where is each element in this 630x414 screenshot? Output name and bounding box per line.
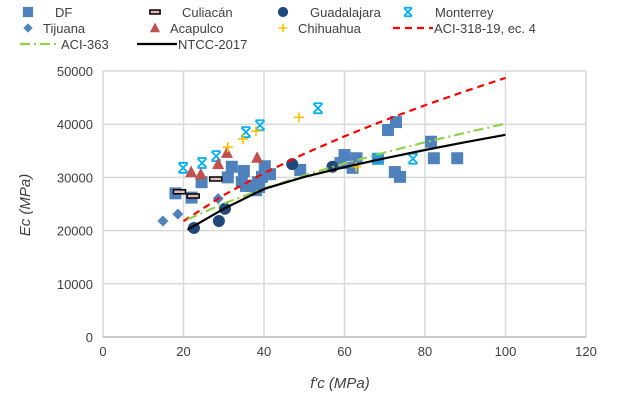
x-tick-label: 20 <box>176 344 190 359</box>
data-point-chihuahua <box>294 112 305 123</box>
series-line-aci-318-19-ec-4 <box>182 76 506 223</box>
data-point-df <box>350 152 363 165</box>
y-tick-label: 30000 <box>57 170 93 185</box>
legend-label: ACI-363 <box>61 37 109 52</box>
data-point-df <box>253 180 266 193</box>
legend-label: Guadalajara <box>310 5 382 20</box>
legend-label: Monterrey <box>435 5 494 20</box>
legend-marker-acapulco <box>149 22 161 33</box>
data-point-monterrey <box>240 126 252 139</box>
legend-label: Chihuahua <box>298 21 362 36</box>
x-tick-label: 0 <box>99 344 106 359</box>
data-point-monterrey <box>196 157 208 169</box>
y-tick-label: 0 <box>86 330 93 345</box>
legend-marker-tijuana <box>23 23 33 33</box>
data-point-chihuahua <box>250 126 261 137</box>
data-point-culiac-n <box>208 176 223 182</box>
x-tick-label: 60 <box>337 344 351 359</box>
legend-marker-culiac-n <box>149 9 161 15</box>
data-point-chihuahua <box>238 134 249 145</box>
data-point-tijuana <box>157 215 169 227</box>
data-point-acapulco <box>251 151 264 163</box>
legend-label: Tijuana <box>43 21 86 36</box>
data-point-acapulco <box>212 157 225 170</box>
legend-marker-monterrey <box>403 6 413 18</box>
legend-marker-df <box>22 6 34 18</box>
data-point-df <box>237 165 250 178</box>
y-tick-label: 40000 <box>57 117 93 132</box>
data-point-monterrey <box>407 152 419 165</box>
data-point-tijuana <box>172 208 184 220</box>
data-point-df <box>425 135 438 148</box>
data-point-acapulco <box>220 146 233 158</box>
x-tick-label: 100 <box>495 344 517 359</box>
data-point-chihuahua <box>222 142 233 153</box>
legend-label: DF <box>55 5 72 20</box>
data-point-monterrey <box>312 102 324 115</box>
y-tick-label: 50000 <box>57 64 93 79</box>
legend-marker-chihuahua <box>278 23 288 33</box>
legend-marker-guadalajara <box>277 6 289 18</box>
data-point-df <box>451 152 464 165</box>
data-point-monterrey <box>177 161 189 174</box>
y-tick-label: 20000 <box>57 224 93 239</box>
x-tick-label: 120 <box>575 344 597 359</box>
data-point-culiac-n <box>172 189 187 195</box>
series-line-ntcc-2017 <box>186 133 506 231</box>
y-tick-label: 10000 <box>57 277 93 292</box>
data-point-chihuahua <box>351 161 362 172</box>
legend-label: Culiacán <box>182 5 233 20</box>
data-point-df <box>427 152 440 165</box>
y-axis-title: Ec (MPa) <box>17 174 34 237</box>
series-line-aci-363 <box>187 122 506 221</box>
data-point-df <box>225 160 238 173</box>
data-point-acapulco <box>185 165 198 178</box>
legend-label: Acapulco <box>170 21 223 36</box>
x-axis-title: f'c (MPa) <box>310 375 370 392</box>
data-point-df <box>394 170 407 183</box>
data-point-df <box>255 170 268 183</box>
data-point-df <box>390 116 403 129</box>
legend-label: NTCC-2017 <box>178 37 247 52</box>
data-point-guadalajara <box>212 215 225 228</box>
x-tick-label: 40 <box>257 344 271 359</box>
legend-label: ACI-318-19, ec. 4 <box>434 21 536 36</box>
data-point-df <box>221 171 234 184</box>
x-tick-label: 80 <box>418 344 432 359</box>
data-point-culiac-n <box>186 193 200 199</box>
data-point-acapulco <box>194 167 207 180</box>
data-point-monterrey <box>254 119 266 132</box>
data-point-monterrey <box>210 150 222 163</box>
